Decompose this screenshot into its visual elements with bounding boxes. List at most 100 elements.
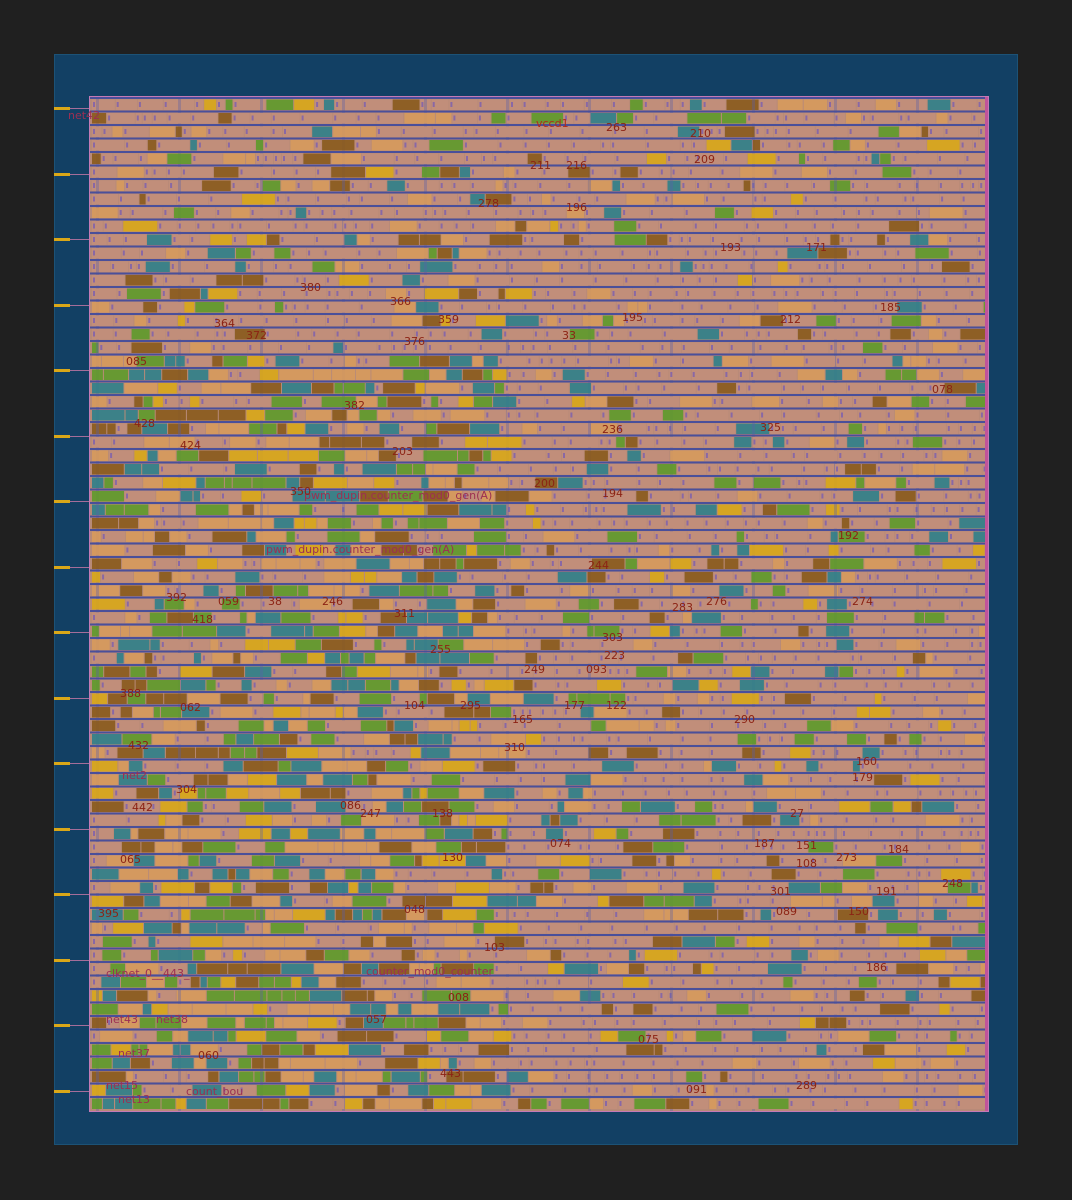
io-pin-pin-12: [54, 893, 70, 896]
tap-pin: [523, 844, 526, 850]
std-cell: [228, 963, 247, 974]
tap-pin: [815, 210, 818, 215]
tap-pin: [941, 196, 944, 202]
tap-pin: [637, 385, 640, 391]
filler-cell: [870, 599, 892, 610]
tap-pin: [773, 574, 776, 580]
filler-cell: [687, 666, 708, 677]
filler-cell: [939, 747, 947, 758]
tap-pin: [158, 669, 161, 674]
std-cell: [300, 788, 330, 799]
tap-pin: [881, 993, 884, 998]
std-cell: [217, 923, 245, 934]
std-cell: [926, 653, 933, 664]
filler-cell: [545, 396, 572, 407]
tap-pin: [745, 223, 748, 229]
tap-pin: [713, 291, 716, 296]
io-pin-pin-9: [54, 697, 70, 700]
std-cell: [295, 639, 321, 650]
filler-cell: [585, 369, 605, 380]
filler-cell: [509, 477, 520, 488]
tap-pin: [600, 966, 602, 971]
std-cell: [495, 491, 529, 502]
filler-cell: [633, 369, 657, 380]
tap-pin: [108, 399, 111, 404]
std-cell: [390, 558, 409, 569]
std-cell: [359, 410, 377, 421]
std-cell: [92, 545, 125, 556]
tap-pin: [416, 952, 419, 958]
filler-cell: [477, 113, 491, 124]
filler-cell: [743, 626, 773, 637]
tap-pin: [857, 156, 860, 161]
tap-pin: [406, 183, 409, 188]
std-cell: [324, 950, 349, 961]
tap-pin: [944, 439, 947, 445]
std-cell: [431, 396, 439, 407]
std-cell: [165, 828, 188, 839]
tap-pin: [656, 277, 659, 283]
filler-cell: [335, 329, 356, 340]
std-cell: [810, 815, 819, 826]
filler-cell: [654, 113, 687, 124]
std-cell: [407, 194, 432, 205]
std-cell: [193, 774, 208, 785]
std-cell: [853, 761, 860, 772]
std-cell: [380, 612, 406, 623]
tap-pin: [553, 439, 556, 445]
std-cell: [291, 977, 301, 988]
filler-cell: [562, 450, 584, 461]
tap-pin: [630, 831, 633, 836]
tap-pin: [948, 844, 951, 850]
tap-pin: [265, 277, 268, 283]
std-cell: [587, 288, 611, 299]
filler-cell: [769, 842, 781, 853]
tap-pin: [93, 952, 95, 958]
power-rail: [90, 745, 988, 747]
filler-cell: [658, 477, 681, 488]
tap-pin: [841, 237, 844, 242]
filler-cell: [670, 545, 697, 556]
filler-cell: [92, 855, 106, 866]
std-cell: [92, 923, 102, 934]
tap-pin: [338, 1020, 341, 1025]
filler-cell: [823, 518, 841, 529]
filler-cell: [413, 140, 429, 151]
filler-cell: [960, 815, 969, 826]
tap-pin: [760, 102, 763, 107]
filler-cell: [402, 342, 413, 353]
tap-pin: [820, 817, 823, 823]
filler-cell: [293, 815, 311, 826]
tap-pin: [849, 129, 852, 134]
filler-cell: [172, 234, 190, 245]
filler-cell: [681, 599, 698, 610]
tap-pin: [513, 912, 516, 917]
std-cell: [833, 140, 850, 151]
filler-cell: [496, 599, 525, 610]
tap-pin: [815, 831, 818, 836]
std-cell: [92, 356, 101, 367]
filler-cell: [327, 815, 341, 826]
filler-cell: [729, 815, 742, 826]
tap-pin: [616, 844, 619, 850]
filler-cell: [681, 977, 715, 988]
std-cell: [808, 585, 839, 596]
filler-cell: [524, 126, 548, 137]
tap-pin: [535, 277, 538, 283]
filler-cell: [977, 558, 988, 569]
tap-pin: [701, 129, 704, 134]
tap-pin: [566, 156, 569, 161]
filler-cell: [784, 545, 805, 556]
tap-pin: [479, 345, 482, 350]
filler-cell: [858, 504, 887, 515]
tap-pin: [983, 871, 986, 877]
filler-cell: [772, 653, 793, 664]
std-cell: [618, 1031, 646, 1042]
filler-cell: [972, 113, 987, 124]
filler-cell: [776, 153, 798, 164]
std-cell: [197, 963, 228, 974]
tap-pin: [957, 1020, 960, 1025]
tap-pin: [615, 1006, 617, 1012]
tap-pin: [773, 655, 776, 661]
filler-cell: [264, 275, 295, 286]
